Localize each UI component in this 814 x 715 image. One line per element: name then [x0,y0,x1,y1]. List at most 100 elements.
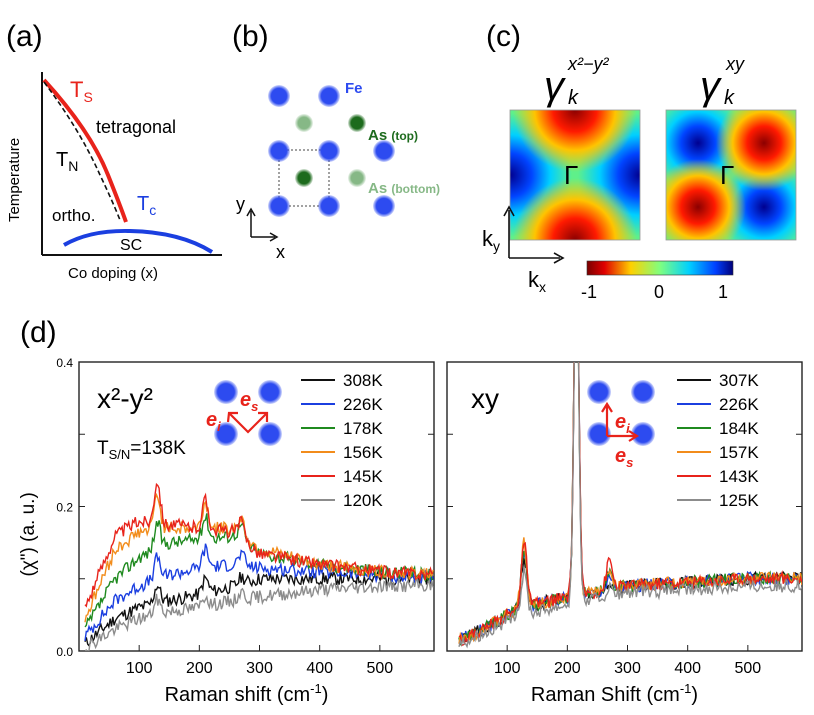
panel-b-label: (b) [232,20,269,53]
fe-atom [318,85,340,107]
y-tick-label: 0.4 [56,356,73,370]
gamma-point-label-2: Γ [720,160,734,190]
series-group [84,482,434,651]
x-tick-label: 500 [734,660,761,677]
fe-atom [318,195,340,217]
gamma-point-label-1: Γ [564,160,578,190]
colorbar-mid-label: 0 [654,282,664,302]
xy-axes-icon [246,207,279,242]
as-bottom-atom [348,169,366,187]
raman-plot-xy: 100 200 300 400 500 Raman Shift (cm-1) 307K 226… [446,361,803,706]
panel-b: (b) Fe As (top) As (bottom) y x [232,20,440,262]
x-tick-label: 100 [494,660,521,677]
x-axis-label: Raman Shift (cm-1) [531,681,698,706]
ts-label: TS [70,77,93,105]
gamma-x2y2-symbol: γ [544,64,566,108]
panel-d: (d) [20,316,57,349]
arrow-head [258,411,269,422]
arrow-head [601,401,613,413]
fe-atom [258,422,282,446]
legend-label: 143K [719,467,759,486]
temperature-axis-label: Temperature [6,138,23,222]
as-top-atom [348,114,366,132]
x-tick-label: 400 [674,660,701,677]
ei-label: ei [206,409,221,434]
plot-title: x²-y² [97,383,153,414]
legend-label: 307K [719,371,759,390]
co-doping-axis-label: Co doping (x) [68,265,158,282]
x-axis-label: Raman shift (cm-1) [165,681,329,706]
x-tick-label: 200 [186,660,213,677]
legend-label: 125K [719,491,759,510]
ei-label: ei [615,411,630,436]
x-tick-label: 200 [554,660,581,677]
k-axes-icon [503,205,565,264]
fe-atom [587,380,611,404]
as-top-label: As (top) [368,127,418,144]
fe-atom [268,140,290,162]
y-tick-label: 0.0 [56,645,73,659]
tc-dome [63,228,214,254]
gamma-x2y2-map [510,110,640,240]
as-bottom-label: As (bottom) [368,180,440,197]
gamma-xy-sub: k [724,87,735,109]
x-tick-label: 500 [366,660,393,677]
fe-atom [631,422,655,446]
panel-d-label: (d) [20,316,57,349]
legend-label: 157K [719,443,759,462]
gamma-xy-sup: xy [725,54,745,74]
fe-atom [268,195,290,217]
y-axis-label: y [236,194,245,214]
ortho-label: ortho. [52,206,95,225]
tetragonal-label: tetragonal [96,117,176,137]
ts-curve [42,78,128,223]
colorbar-max-label: 1 [718,282,728,302]
fe-atom [318,140,340,162]
series-line-156K [84,492,434,623]
legend-label: 178K [343,419,383,438]
arrow-head [628,430,640,442]
plot-title: xy [471,383,499,414]
legend-label: 184K [719,419,759,438]
as-bottom-atom [295,114,313,132]
fe-atom [631,380,655,404]
series-line-178K [84,513,434,628]
series-line-120K [84,577,434,651]
fe-atom [373,195,395,217]
kx-label: kx [528,267,546,295]
es-label: es [240,389,258,414]
arrow-head [226,411,238,423]
x-tick-label: 300 [246,660,273,677]
panel-a-label: (a) [6,20,43,53]
panel-c-label: (c) [486,20,521,53]
x-tick-label: 400 [306,660,333,677]
legend-label: 120K [343,491,383,510]
fe-atom [373,140,395,162]
polarization-arrows [229,413,267,434]
tc-label: Tc [137,193,156,218]
series-group [458,362,802,649]
colorbar [586,260,734,276]
y-axis-label: (χ") (a. u.) [18,492,39,576]
y-tick-label: 0.2 [56,501,73,515]
series-line-125K [458,362,802,649]
transition-temperature-label: TS/N=138K [97,438,186,462]
fe-atoms [268,85,395,217]
x-tick-label: 100 [126,660,153,677]
legend-label: 226K [719,395,759,414]
unit-cell [278,149,330,207]
tn-label: TN [56,149,78,174]
raman-plot-x2y2: 100 200 300 400 500 0.0 0.2 0.4 Raman shift (cm-… [18,356,435,706]
fe-atom [258,380,282,404]
fe-atom [214,422,238,446]
colorbar-min-label: -1 [581,282,597,302]
gamma-x2y2-sub: k [568,87,579,109]
legend-label: 156K [343,443,383,462]
sc-label: SC [120,237,142,254]
gamma-x2y2-sup: x²−y² [567,54,610,74]
as-top-atom [295,169,313,187]
tn-curve [43,81,121,221]
gamma-xy-map [666,110,796,240]
